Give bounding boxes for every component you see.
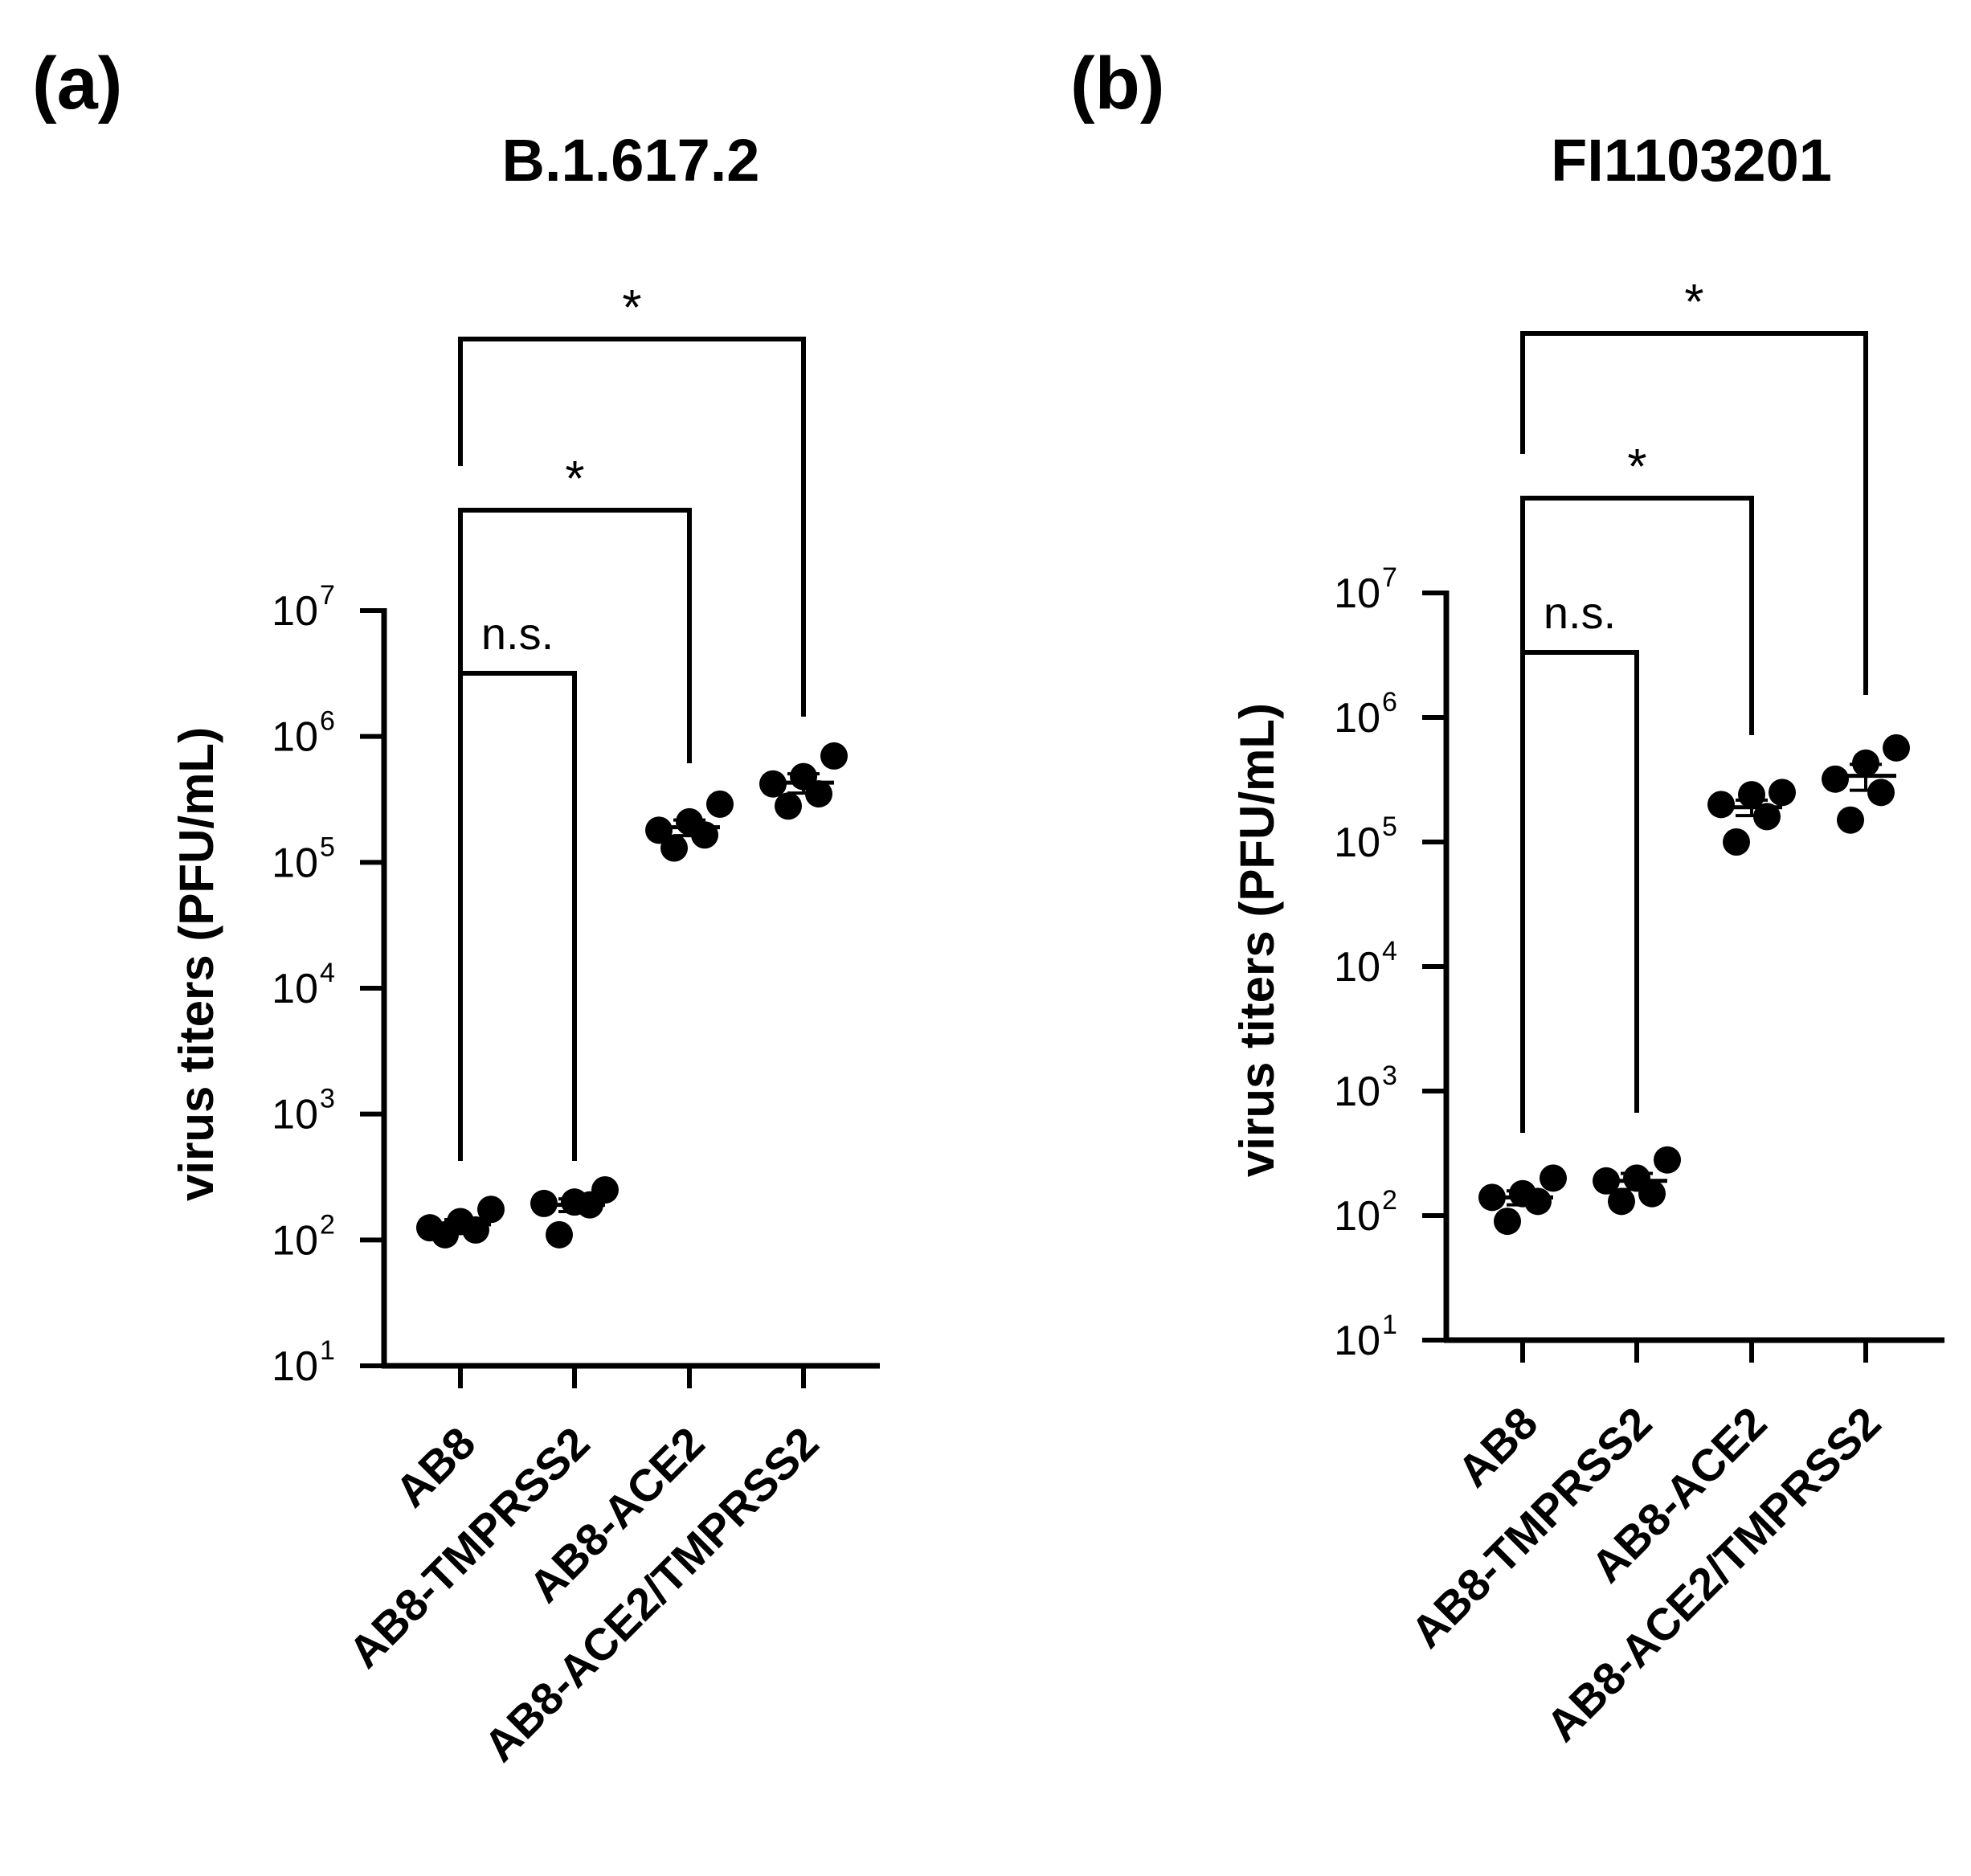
significance-brackets: n.s. * *	[1520, 275, 1868, 1133]
y-tick-label: 10	[1334, 944, 1380, 991]
data-point	[660, 834, 688, 862]
data-point	[1494, 1208, 1521, 1236]
data-point	[706, 790, 734, 818]
y-tick-exponent: 2	[1382, 1185, 1397, 1216]
data-point	[1769, 779, 1796, 807]
y-tick-exponent: 3	[1382, 1061, 1397, 1091]
y-tick-label: 10	[272, 1217, 318, 1264]
data-point	[1540, 1164, 1567, 1192]
data-point	[1608, 1187, 1635, 1216]
x-tick-label: AB8	[1448, 1397, 1548, 1497]
data-point	[477, 1195, 505, 1224]
x-tick-label: AB8	[386, 1417, 485, 1517]
chart-title: FI1103201	[1551, 127, 1832, 194]
y-tick-exponent: 7	[1382, 562, 1397, 593]
y-tick-exponent: 1	[320, 1335, 335, 1366]
y-tick-exponent: 7	[320, 580, 335, 611]
comparison-bracket	[1520, 650, 1639, 1133]
data-point	[1837, 806, 1864, 834]
y-tick-label: 10	[272, 840, 318, 886]
significance-label: *	[565, 452, 584, 507]
comparison-bracket	[458, 337, 806, 717]
y-tick-exponent: 5	[320, 832, 335, 862]
chart-title: B.1.617.2	[502, 127, 760, 194]
y-tick-exponent: 4	[320, 958, 335, 988]
y-tick-label: 10	[1334, 1318, 1380, 1364]
significance-brackets: n.s. * *	[458, 280, 806, 1161]
data-point	[591, 1175, 619, 1204]
comparison-bracket	[458, 508, 692, 1161]
y-tick-label: 10	[1334, 1069, 1380, 1115]
y-tick-exponent: 2	[320, 1209, 335, 1240]
y-tick-label: 10	[272, 588, 318, 635]
data-point	[1822, 765, 1849, 793]
data-point	[1654, 1146, 1681, 1174]
y-tick-exponent: 4	[1382, 936, 1397, 967]
data-points	[1478, 734, 1910, 1236]
y-tick-exponent: 3	[320, 1084, 335, 1114]
axes	[1443, 591, 1944, 1363]
data-point	[775, 792, 802, 820]
y-tick-label: 10	[272, 714, 318, 761]
comparison-bracket	[1520, 496, 1754, 1133]
y-tick-label: 10	[1334, 695, 1380, 742]
y-tick-exponent: 5	[1382, 811, 1397, 842]
data-point	[1883, 734, 1910, 762]
y-tick-label: 10	[272, 1343, 318, 1390]
panel-b: (b) FI1103201 virus titers (PFU/mL) 10 11…	[1070, 43, 1944, 1751]
y-axis-label: virus titers (PFU/mL)	[170, 727, 223, 1201]
comparison-bracket	[458, 671, 577, 1161]
significance-label: *	[1684, 275, 1703, 330]
panel-label: (b)	[1070, 43, 1164, 125]
panel-label: (a)	[32, 43, 122, 125]
significance-label: *	[1627, 439, 1646, 495]
significance-label: *	[622, 280, 641, 336]
y-tick-exponent: 1	[1382, 1310, 1397, 1340]
panel-a: (a) B.1.617.2 virus titers (PFU/mL) 10 11…	[32, 43, 880, 1772]
data-points	[416, 742, 848, 1249]
y-tick-label: 10	[272, 966, 318, 1012]
y-tick-label: 10	[1334, 819, 1380, 866]
data-point	[820, 742, 848, 770]
data-point	[1723, 828, 1750, 856]
data-point	[1867, 779, 1895, 807]
data-point	[1707, 791, 1735, 819]
data-point	[546, 1220, 573, 1249]
y-tick-label: 10	[1334, 1193, 1380, 1240]
y-axis-label: virus titers (PFU/mL)	[1230, 703, 1284, 1177]
y-tick-label: 10	[1334, 570, 1380, 617]
y-tick-label: 10	[272, 1092, 318, 1138]
comparison-bracket	[1520, 331, 1868, 695]
significance-label: n.s.	[481, 608, 554, 659]
data-point	[416, 1214, 444, 1242]
axes	[381, 608, 880, 1388]
data-point	[645, 816, 673, 844]
significance-label: n.s.	[1544, 587, 1616, 638]
y-tick-exponent: 6	[320, 706, 335, 737]
y-tick-exponent: 6	[1382, 687, 1397, 717]
